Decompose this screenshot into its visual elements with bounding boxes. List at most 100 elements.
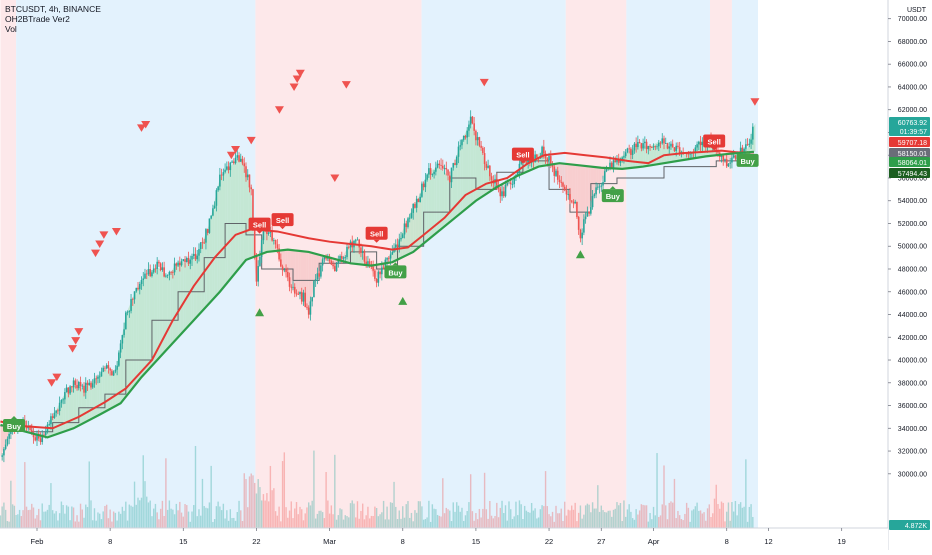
candle-body [118, 352, 120, 366]
volume-bar [48, 504, 50, 528]
candle-body [32, 434, 35, 438]
candle-body [678, 147, 681, 155]
volume-bar [238, 500, 240, 528]
candle-body [219, 174, 221, 187]
candle-body [732, 155, 735, 158]
buy-signal-tag[interactable]: Buy [3, 416, 26, 433]
background-band [731, 0, 759, 528]
background-band [421, 0, 566, 528]
volume-bar [678, 515, 681, 528]
candle-body [556, 170, 559, 180]
gray-step-line [0, 154, 754, 433]
volume-bar [443, 513, 446, 528]
volume-bar [304, 513, 306, 528]
volume-bar [699, 510, 702, 528]
volume-bar [541, 505, 543, 528]
candle-body [577, 216, 580, 230]
candle-body [131, 298, 134, 300]
symbol-title[interactable]: BTCUSDT, 4h, BINANCE [5, 4, 101, 14]
sell-signal-tag[interactable]: Sell [511, 147, 534, 164]
volume-bar [233, 517, 235, 528]
candle-body [666, 143, 669, 149]
candle-body [699, 141, 702, 146]
volume-bar [640, 504, 643, 528]
volume-bar [726, 511, 728, 528]
candle-body [29, 426, 31, 431]
sell-signal-tag-pointer [519, 160, 526, 164]
candle-body [396, 244, 399, 248]
sell-signal-tag[interactable]: Sell [365, 226, 388, 243]
candle-body [701, 142, 704, 146]
candle-body [473, 123, 475, 131]
volume-bar [339, 508, 341, 528]
ma-fill-segment [178, 261, 181, 338]
ma-fill-segment [125, 308, 129, 397]
volume-tag: 4.872K [889, 520, 930, 530]
volume-bar [193, 505, 195, 528]
candle-body [525, 162, 528, 164]
ma-fill-segment [465, 126, 469, 210]
volume-bar [100, 519, 103, 528]
candle-body [628, 148, 630, 150]
volume-bar [290, 501, 292, 528]
volume-bar [226, 510, 228, 528]
ma-fill-segment [444, 172, 448, 227]
volume-bar [125, 501, 127, 528]
candle-body [137, 287, 139, 290]
candle-body [330, 261, 333, 265]
candle-body [508, 182, 510, 184]
volume-bar [703, 512, 705, 528]
candle-body [36, 433, 38, 441]
candle-body [149, 269, 152, 277]
sell-triangle-icon [111, 227, 121, 236]
volume-bar [598, 511, 601, 528]
volume-bar [435, 509, 437, 528]
sell-signal-tag[interactable]: Sell [271, 213, 294, 230]
indicator-title[interactable]: OH2BTrade Ver2 [5, 14, 70, 24]
volume-bar [262, 494, 265, 528]
buy-signal-tag[interactable]: Buy [736, 150, 759, 167]
candle-body [509, 182, 512, 185]
candle-body [354, 240, 357, 242]
volume-bar [102, 511, 104, 528]
candle-body [72, 380, 75, 388]
candle-body [3, 448, 5, 456]
ma-fill-segment [141, 278, 145, 378]
volume-bar [53, 513, 56, 528]
candle-body [621, 157, 623, 161]
candle-body [165, 275, 167, 277]
volume-bar [382, 500, 385, 528]
candle-body [421, 183, 423, 197]
volume-bar [381, 512, 383, 528]
signal-markers[interactable]: Sell Sell Sell Sell Sell Buy Buy Buy Buy [3, 69, 760, 433]
ma-fill-segment [360, 250, 364, 265]
time-tick-label: 19 [837, 537, 845, 546]
candle-body [356, 239, 359, 241]
ma-fill-segment [196, 251, 199, 318]
sell-signal-tag[interactable]: Sell [703, 134, 726, 151]
buy-signal-tag[interactable]: Buy [384, 262, 407, 279]
green-ma-2-price-tag-text: 57494.43 [898, 171, 927, 178]
volume-title[interactable]: Vol [5, 24, 17, 34]
volume-bar [475, 513, 477, 528]
volume-bar [621, 521, 623, 528]
candle-body [668, 146, 671, 149]
buy-signal-tag[interactable]: Buy [601, 186, 624, 203]
ma-fill-segment [144, 274, 147, 375]
volume-bar [546, 506, 549, 528]
candle-body [471, 116, 474, 124]
candle-body [657, 142, 660, 147]
volume-bar [501, 500, 503, 528]
green-ma-price-tag-text: 58064.01 [898, 160, 927, 167]
candle-body [363, 250, 366, 262]
candle-body [64, 392, 66, 400]
candle-body [375, 278, 378, 283]
volume-bar [607, 510, 609, 528]
candle-body [656, 146, 658, 148]
candle-body [431, 174, 434, 175]
volume-bar [86, 507, 89, 528]
sell-signal-tag[interactable]: Sell [248, 217, 271, 234]
volume-bar [490, 515, 493, 528]
